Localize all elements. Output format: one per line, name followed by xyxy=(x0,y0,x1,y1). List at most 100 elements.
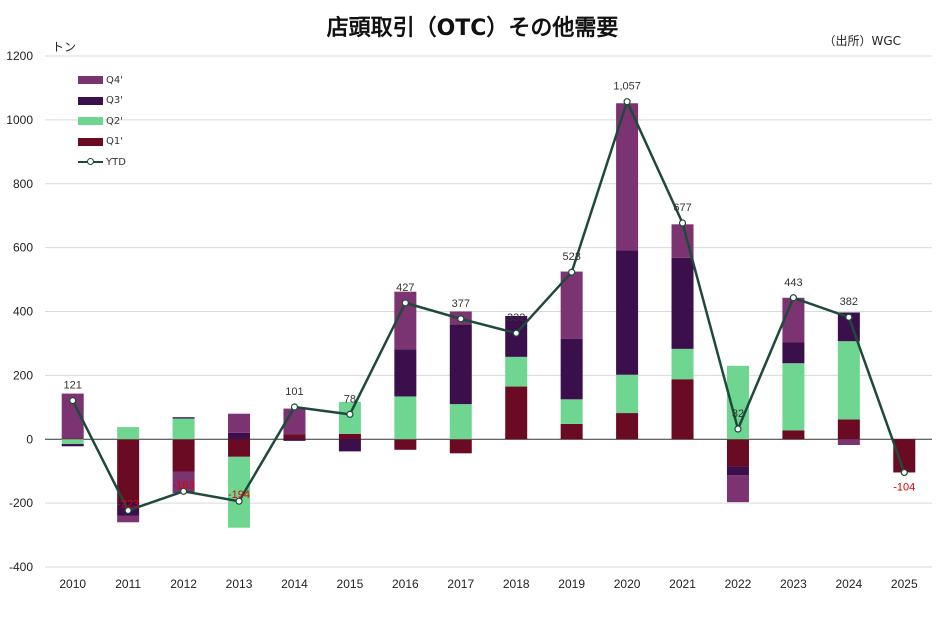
bar-q2 xyxy=(449,404,472,440)
x-tick-label: 2010 xyxy=(59,577,86,591)
legend-swatch-q1 xyxy=(78,137,103,146)
bar-q1 xyxy=(560,423,583,440)
source-note: （出所）WGC xyxy=(823,34,901,48)
y-tick-label: -200 xyxy=(9,496,33,510)
bar-q4 xyxy=(726,475,749,503)
ytd-point xyxy=(346,410,354,418)
bar-q1 xyxy=(449,439,472,454)
ytd-line xyxy=(71,100,906,512)
bar-q2 xyxy=(560,399,583,424)
legend-item-ytd: YTD xyxy=(78,152,126,173)
legend-label-q2: Q2' xyxy=(106,115,123,127)
bar-q4 xyxy=(560,271,583,339)
bar-q1 xyxy=(117,439,140,502)
ytd-data-label: 121 xyxy=(64,380,82,392)
ytd-data-label: 332 xyxy=(507,312,525,324)
bar-q2 xyxy=(394,396,417,440)
bar-q1 xyxy=(283,434,306,440)
x-tick-label: 2017 xyxy=(447,577,474,591)
x-tick-label: 2019 xyxy=(558,577,585,591)
bar-q4 xyxy=(228,413,251,433)
legend-label-ytd: YTD xyxy=(106,156,126,168)
bar-q1 xyxy=(837,419,860,440)
bar-q1 xyxy=(61,438,84,440)
y-tick-label: 0 xyxy=(26,432,33,446)
ytd-point xyxy=(401,299,409,307)
y-tick-label: 400 xyxy=(13,305,33,319)
bar-q1 xyxy=(616,413,639,440)
bar-q4 xyxy=(782,297,805,343)
ytd-point xyxy=(678,219,687,227)
bar-q4 xyxy=(394,291,417,350)
x-tick-label: 2011 xyxy=(115,577,141,591)
ytd-point xyxy=(124,506,132,515)
bar-q3 xyxy=(560,338,583,400)
ytd-point xyxy=(235,497,243,505)
bar-q3 xyxy=(394,349,417,397)
ytd-data-label: 32 xyxy=(732,408,744,420)
bar-q1 xyxy=(726,439,749,467)
bar-q3 xyxy=(61,444,84,447)
bar-q3 xyxy=(228,432,251,440)
x-tick-label: 2020 xyxy=(614,577,641,591)
y-tick-label: -400 xyxy=(9,560,33,574)
ytd-data-label: 78 xyxy=(344,393,356,405)
bar-q4 xyxy=(671,224,694,258)
bar-q2 xyxy=(505,356,528,387)
legend-item-q3: Q3' xyxy=(78,91,126,112)
ytd-point xyxy=(845,313,853,321)
x-tick-label: 2015 xyxy=(337,577,364,591)
y-tick-label: 1000 xyxy=(6,113,33,127)
ytd-point xyxy=(457,315,465,323)
y-tick-label: 800 xyxy=(13,177,33,191)
legend-swatch-q2 xyxy=(78,117,103,126)
x-tick-label: 2016 xyxy=(392,577,419,591)
bar-q4 xyxy=(616,103,639,251)
y-axis-unit: トン xyxy=(52,40,77,54)
x-tick-label: 2023 xyxy=(780,577,807,591)
y-tick-label: 1200 xyxy=(6,49,33,63)
bar-q3 xyxy=(671,257,694,349)
ytd-data-label: 382 xyxy=(840,296,858,308)
bar-q4 xyxy=(117,515,140,523)
ytd-point xyxy=(623,98,631,106)
bar-q3 xyxy=(782,342,805,364)
ytd-data-label: 677 xyxy=(673,202,691,214)
bar-q3 xyxy=(338,439,361,452)
legend-swatch-q3 xyxy=(78,96,103,105)
bar-q2 xyxy=(117,427,140,440)
legend-item-q4: Q4' xyxy=(78,70,126,91)
ytd-data-label: 101 xyxy=(285,386,303,398)
ytd-data-label: 1,057 xyxy=(613,81,641,93)
ytd-point xyxy=(789,294,798,302)
bar-q4 xyxy=(61,393,84,439)
bar-q3 xyxy=(172,417,195,419)
x-tick-label: 2018 xyxy=(503,577,530,591)
bar-q1 xyxy=(172,439,195,472)
ytd-point xyxy=(179,487,188,495)
legend-label-q3: Q3' xyxy=(106,95,123,107)
bar-q2 xyxy=(782,363,805,431)
ytd-data-label: -104 xyxy=(893,481,915,493)
ytd-point xyxy=(734,425,742,433)
ytd-data-label: 427 xyxy=(396,282,414,294)
y-tick-label: 600 xyxy=(13,241,33,255)
y-tick-label: 200 xyxy=(13,368,33,382)
x-tick-label: 2022 xyxy=(725,577,752,591)
bar-q3 xyxy=(726,466,749,476)
bar-q3 xyxy=(283,439,306,441)
ytd-data-label: -223 xyxy=(117,498,139,510)
bar-q2 xyxy=(61,439,84,445)
ytd-point xyxy=(568,268,576,276)
bar-q2 xyxy=(172,418,195,440)
bar-q2 xyxy=(228,456,251,528)
chart-title: 店頭取引（OTC）その他需要 xyxy=(326,16,619,41)
bar-q1 xyxy=(228,439,251,457)
bar-q1 xyxy=(505,386,528,440)
ytd-data-label: 523 xyxy=(562,251,580,263)
x-tick-label: 2021 xyxy=(669,577,696,591)
legend-label-q4: Q4' xyxy=(106,74,123,86)
bar-q2 xyxy=(616,374,639,414)
bar-q2 xyxy=(671,348,694,380)
